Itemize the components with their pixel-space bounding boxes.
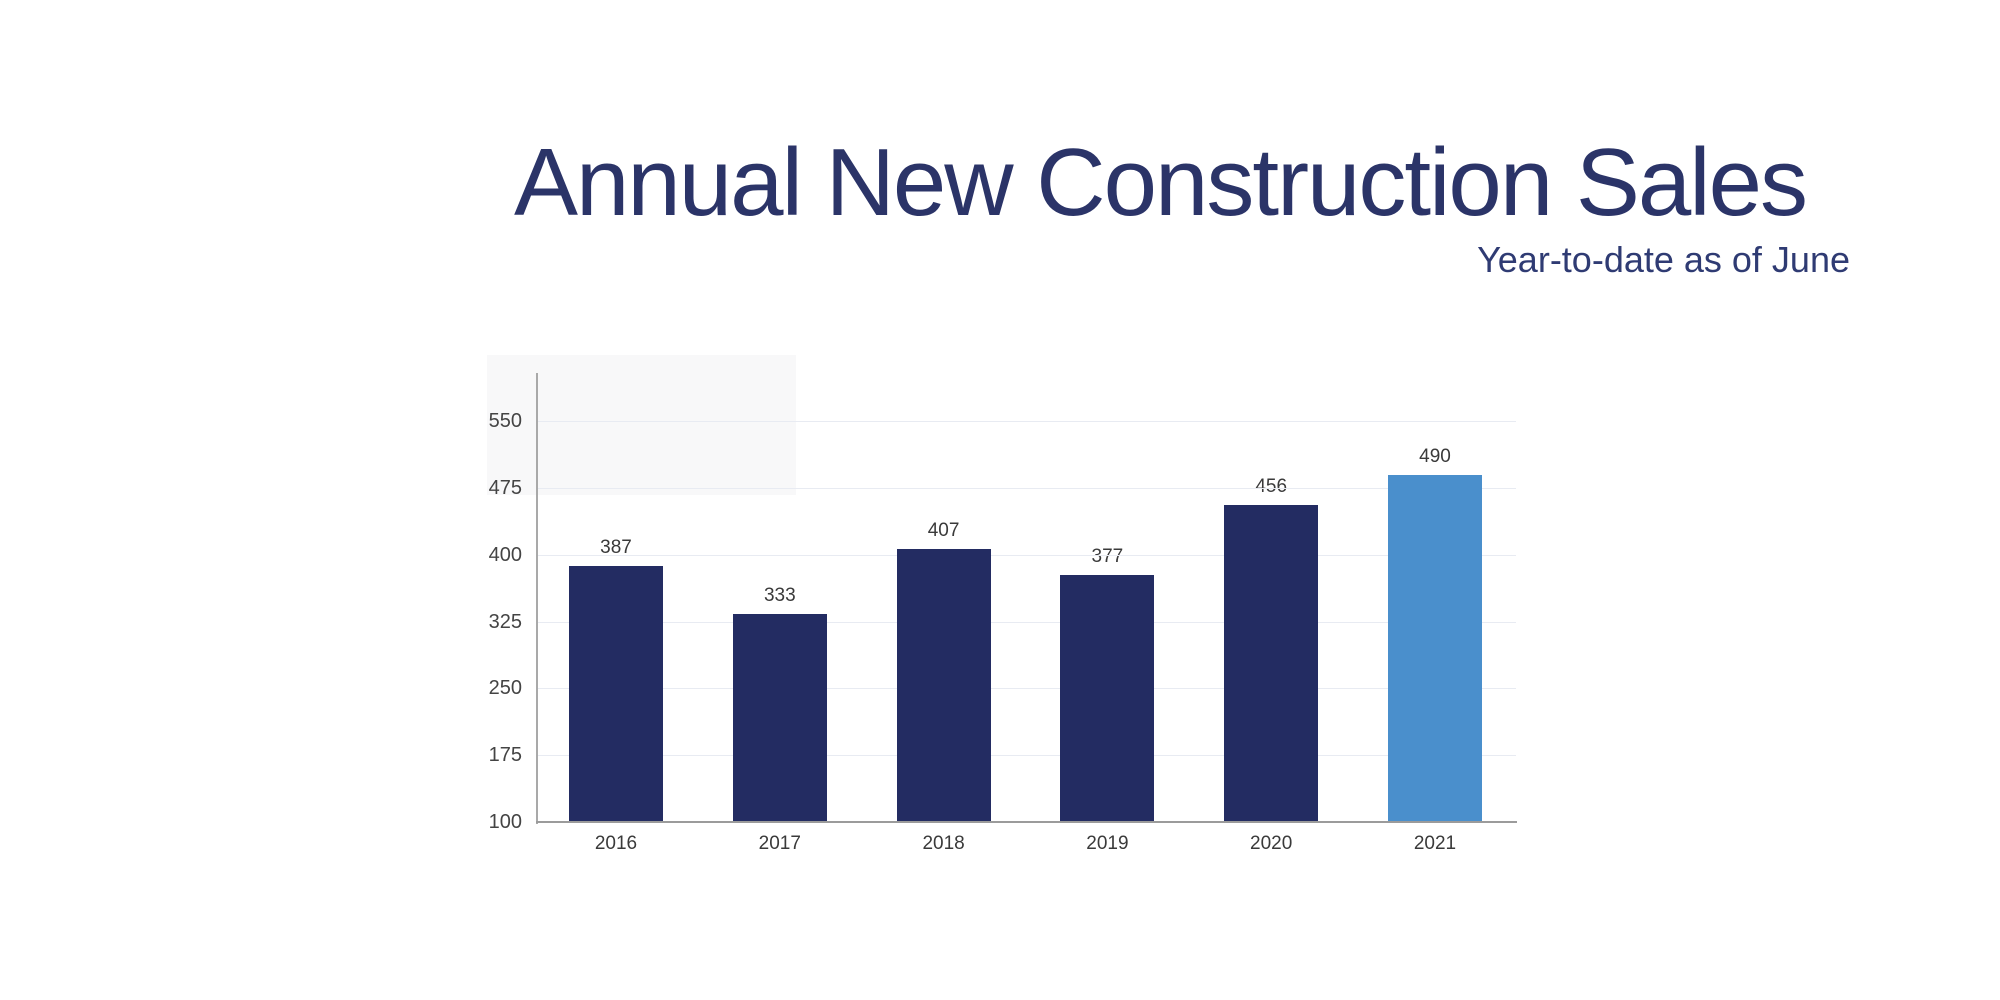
bar-value-label: 387 [600,537,632,559]
bar-value-label: 490 [1419,445,1451,467]
page-subtitle: Year-to-date as of June [1477,239,1850,280]
y-tick-label: 325 [488,610,522,633]
bar-2018 [896,548,991,822]
y-tick-label: 100 [488,811,522,833]
bar-2017 [732,614,827,822]
y-tick-label: 175 [488,744,522,767]
x-axis-label: 2019 [1086,833,1129,854]
y-tick-label: 550 [488,410,522,433]
x-axis-label: 2016 [594,833,638,854]
y-tick-label: 475 [488,476,522,499]
y-tick-label: 400 [488,543,522,566]
gridline [536,421,1516,423]
gridline [536,755,1516,757]
bar-value-label: 456 [1255,475,1288,497]
gridline [536,487,1516,489]
gridline [536,621,1516,623]
page-title: Annual New Construction Sales [513,129,1808,236]
bar-value-label: 333 [763,585,796,607]
bar-2020 [1224,504,1319,822]
gridline [536,554,1516,556]
bar-value-label: 377 [1091,546,1124,568]
faint-background-panel [487,355,796,495]
x-axis-label: 2021 [1413,833,1457,854]
bar-2019 [1060,575,1155,822]
x-axis-label: 2017 [758,833,801,854]
x-axis-baseline [536,821,1517,823]
gridline [536,688,1516,690]
bar-2016 [569,566,663,822]
plot-area: 100 175 250 325 400 475 550 387 2016 333 2017 407 20… [489,373,1517,854]
bar-value-label: 407 [927,519,960,541]
y-tick-label: 250 [488,677,522,700]
bar-2021 [1388,474,1482,822]
y-axis-line [536,373,538,824]
x-axis-label: 2020 [1250,833,1293,854]
x-axis-label: 2018 [922,833,965,854]
